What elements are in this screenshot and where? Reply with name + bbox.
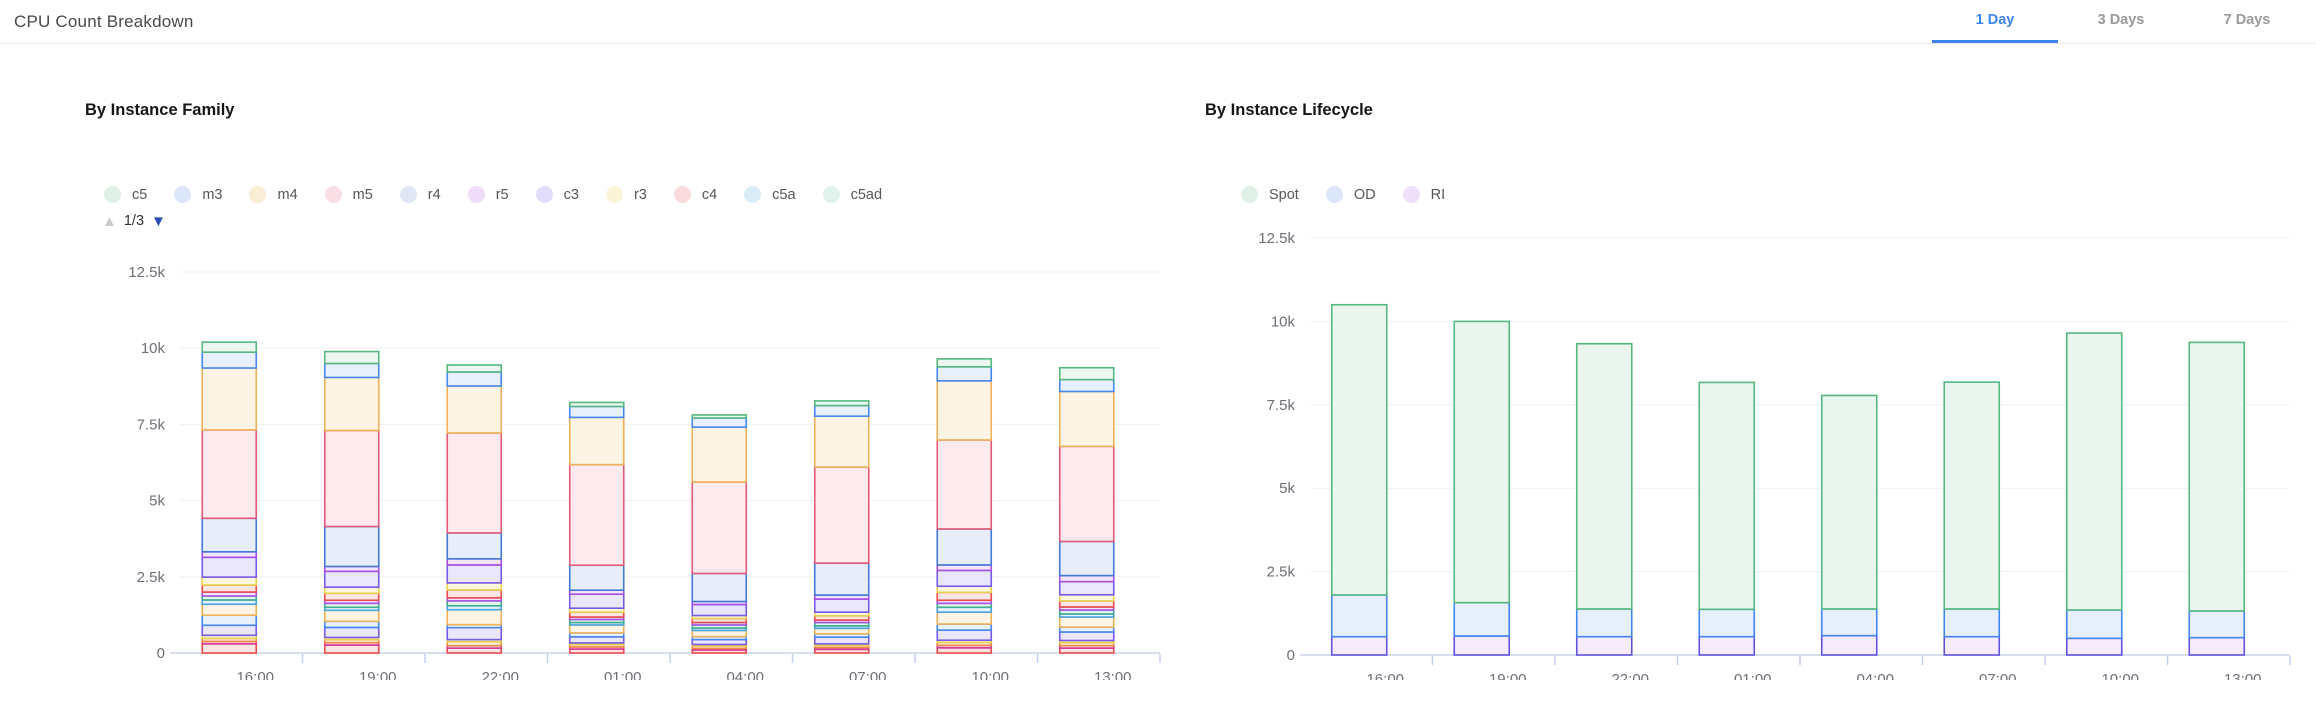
svg-text:16:00: 16:00 xyxy=(1366,671,1404,680)
legend-item-label: m4 xyxy=(277,186,298,203)
legend-page-indicator: 1/3 xyxy=(123,213,145,229)
legend-item-label: c5 xyxy=(132,186,148,203)
legend-item-r3[interactable]: r3 xyxy=(605,186,647,203)
svg-text:12.5k: 12.5k xyxy=(128,264,165,281)
instance-family-chart-canvas: 0 2.5k 5k 7.5k 10k 12.5k 16:00 19:00 22:00 01:00 0… xyxy=(128,264,1161,680)
tab-1-day[interactable]: 1 Day xyxy=(1932,0,2058,43)
legend-item-Spot[interactable]: Spot xyxy=(1241,186,1299,203)
legend-item-c3[interactable]: c3 xyxy=(535,186,579,203)
panel-header: CPU Count Breakdown 1 Day 3 Days 7 Days xyxy=(0,0,2316,44)
legend-item-label: r3 xyxy=(633,186,647,203)
svg-text:19:00: 19:00 xyxy=(359,669,397,680)
legend-item-label: RI xyxy=(1430,186,1446,203)
svg-text:2.5k: 2.5k xyxy=(1267,564,1296,581)
svg-text:10:00: 10:00 xyxy=(2101,671,2139,680)
instance-lifecycle-chart-title: By Instance Lifecycle xyxy=(1205,101,1373,119)
svg-text:12.5k: 12.5k xyxy=(1258,230,1295,247)
panel-title: CPU Count Breakdown xyxy=(14,12,194,31)
legend-item-c4[interactable]: c4 xyxy=(673,186,718,203)
legend-item-OD[interactable]: OD xyxy=(1325,186,1376,203)
svg-text:22:00: 22:00 xyxy=(1611,671,1649,680)
instance-family-legend: c5 m3 m4 m5 r4 r5 c3 r3 c4 c5a c5ad xyxy=(104,186,882,203)
legend-item-label: c3 xyxy=(563,186,579,203)
legend-item-label: c5ad xyxy=(850,186,883,203)
svg-text:10:00: 10:00 xyxy=(971,669,1009,680)
legend-item-c5ad[interactable]: c5ad xyxy=(822,186,883,203)
legend-item-m5[interactable]: m5 xyxy=(324,186,373,203)
legend-item-label: c5a xyxy=(772,186,796,203)
legend-swatch-icon xyxy=(673,186,691,203)
legend-page-down-icon[interactable]: ▼ xyxy=(151,212,166,230)
legend-item-c5a[interactable]: c5a xyxy=(744,186,796,203)
legend-item-m3[interactable]: m3 xyxy=(174,186,222,203)
svg-text:01:00: 01:00 xyxy=(1734,671,1772,680)
legend-swatch-icon xyxy=(535,186,553,203)
legend-swatch-icon xyxy=(249,186,267,203)
legend-item-label: m3 xyxy=(202,186,223,203)
svg-text:19:00: 19:00 xyxy=(1489,671,1527,680)
svg-text:04:00: 04:00 xyxy=(726,669,764,680)
svg-text:10k: 10k xyxy=(141,340,166,357)
legend-swatch-icon xyxy=(605,186,623,203)
legend-item-label: Spot xyxy=(1269,186,1299,203)
legend-swatch-icon xyxy=(324,186,342,203)
svg-text:5k: 5k xyxy=(1279,480,1295,497)
legend-swatch-icon xyxy=(822,186,840,203)
svg-text:10k: 10k xyxy=(1271,313,1296,330)
legend-item-m4[interactable]: m4 xyxy=(249,186,298,203)
legend-item-RI[interactable]: RI xyxy=(1402,186,1446,203)
svg-text:13:00: 13:00 xyxy=(1094,669,1132,680)
legend-item-label: m5 xyxy=(352,186,373,203)
legend-item-label: c4 xyxy=(701,186,718,203)
tab-3-days[interactable]: 3 Days xyxy=(2097,12,2145,28)
svg-text:13:00: 13:00 xyxy=(2224,671,2262,680)
legend-swatch-icon xyxy=(744,186,762,203)
legend-swatch-icon xyxy=(467,186,485,203)
legend-swatch-icon xyxy=(1325,186,1343,203)
svg-text:0: 0 xyxy=(157,645,165,662)
legend-swatch-icon xyxy=(1241,186,1258,203)
svg-text:5k: 5k xyxy=(149,493,165,510)
instance-family-chart-title: By Instance Family xyxy=(85,101,235,119)
svg-text:22:00: 22:00 xyxy=(481,669,519,680)
legend-swatch-icon xyxy=(174,186,192,203)
svg-text:01:00: 01:00 xyxy=(604,669,642,680)
legend-pager: ▲ 1/3 ▼ xyxy=(102,213,166,229)
legend-swatch-icon xyxy=(399,186,417,203)
legend-item-r5[interactable]: r5 xyxy=(467,186,509,203)
svg-text:7.5k: 7.5k xyxy=(137,416,166,433)
legend-item-label: r5 xyxy=(495,186,509,203)
legend-item-r4[interactable]: r4 xyxy=(399,186,441,203)
svg-text:07:00: 07:00 xyxy=(849,669,887,680)
legend-item-c5[interactable]: c5 xyxy=(104,186,147,203)
svg-text:7.5k: 7.5k xyxy=(1267,397,1296,414)
legend-item-label: OD xyxy=(1353,186,1376,203)
legend-page-up-icon[interactable]: ▲ xyxy=(102,212,117,230)
legend-swatch-icon xyxy=(104,186,121,203)
legend-swatch-icon xyxy=(1402,186,1420,203)
svg-text:04:00: 04:00 xyxy=(1856,671,1894,680)
svg-text:16:00: 16:00 xyxy=(236,669,274,680)
instance-lifecycle-legend: Spot OD RI xyxy=(1241,186,1445,203)
legend-item-label: r4 xyxy=(427,186,441,203)
time-range-tabs: 1 Day 3 Days 7 Days xyxy=(1932,0,2310,43)
tab-7-days[interactable]: 7 Days xyxy=(2223,12,2271,28)
svg-text:2.5k: 2.5k xyxy=(137,569,166,586)
svg-text:0: 0 xyxy=(1287,647,1295,664)
svg-text:07:00: 07:00 xyxy=(1979,671,2017,680)
instance-lifecycle-chart-canvas: 0 2.5k 5k 7.5k 10k 12.5k 16:00 19:00 22:00 01:00 0… xyxy=(1258,230,2291,680)
